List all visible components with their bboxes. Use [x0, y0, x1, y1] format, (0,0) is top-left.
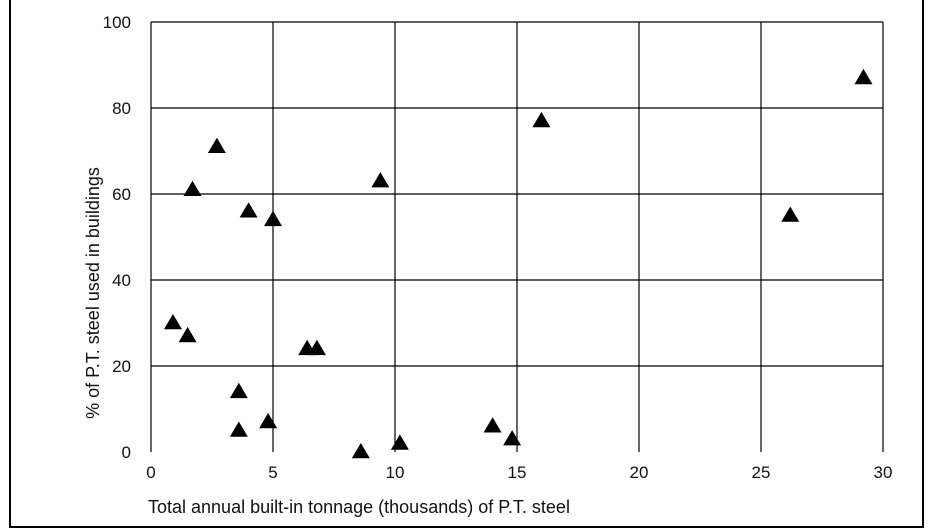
data-point-triangle [532, 111, 551, 128]
y-tick-label: 0 [122, 443, 131, 462]
data-point-triangle [264, 210, 282, 227]
x-tick-label: 30 [874, 463, 893, 482]
y-tick-label: 40 [112, 271, 131, 290]
grid-lines [150, 21, 884, 452]
data-point-triangle [503, 430, 522, 446]
x-tick-label: 20 [630, 463, 649, 482]
data-point-triangle [259, 412, 278, 429]
data-point-triangle [163, 314, 182, 330]
data-points [163, 68, 873, 459]
x-tick-label: 0 [146, 463, 155, 482]
data-point-triangle [229, 382, 248, 399]
data-point-triangle [854, 68, 873, 85]
data-point-triangle [229, 421, 248, 437]
y-axis-label: % of P.T. steel used in buildings [83, 167, 103, 419]
data-point-triangle [207, 137, 226, 153]
x-tick-label: 25 [752, 463, 771, 482]
data-point-triangle [371, 172, 390, 188]
data-point-triangle [307, 339, 326, 356]
y-tick-label: 60 [112, 185, 131, 204]
x-tick-label: 15 [508, 463, 527, 482]
x-axis-label: Total annual built-in tonnage (thousands… [148, 497, 570, 517]
data-point-triangle [183, 180, 202, 196]
y-tick-label: 20 [112, 357, 131, 376]
data-point-triangle [483, 417, 502, 433]
data-point-triangle [351, 443, 370, 459]
data-point-triangle [239, 202, 258, 218]
data-point-triangle [781, 206, 800, 222]
x-tick-label: 5 [268, 463, 277, 482]
data-point-triangle [178, 326, 197, 343]
tick-labels: 0 5 10 15 20 25 30 0 20 40 60 80 100 [103, 13, 893, 482]
x-tick-label: 10 [386, 463, 405, 482]
y-tick-label: 100 [103, 13, 131, 32]
data-point-triangle [390, 434, 409, 450]
y-tick-label: 80 [112, 99, 131, 118]
